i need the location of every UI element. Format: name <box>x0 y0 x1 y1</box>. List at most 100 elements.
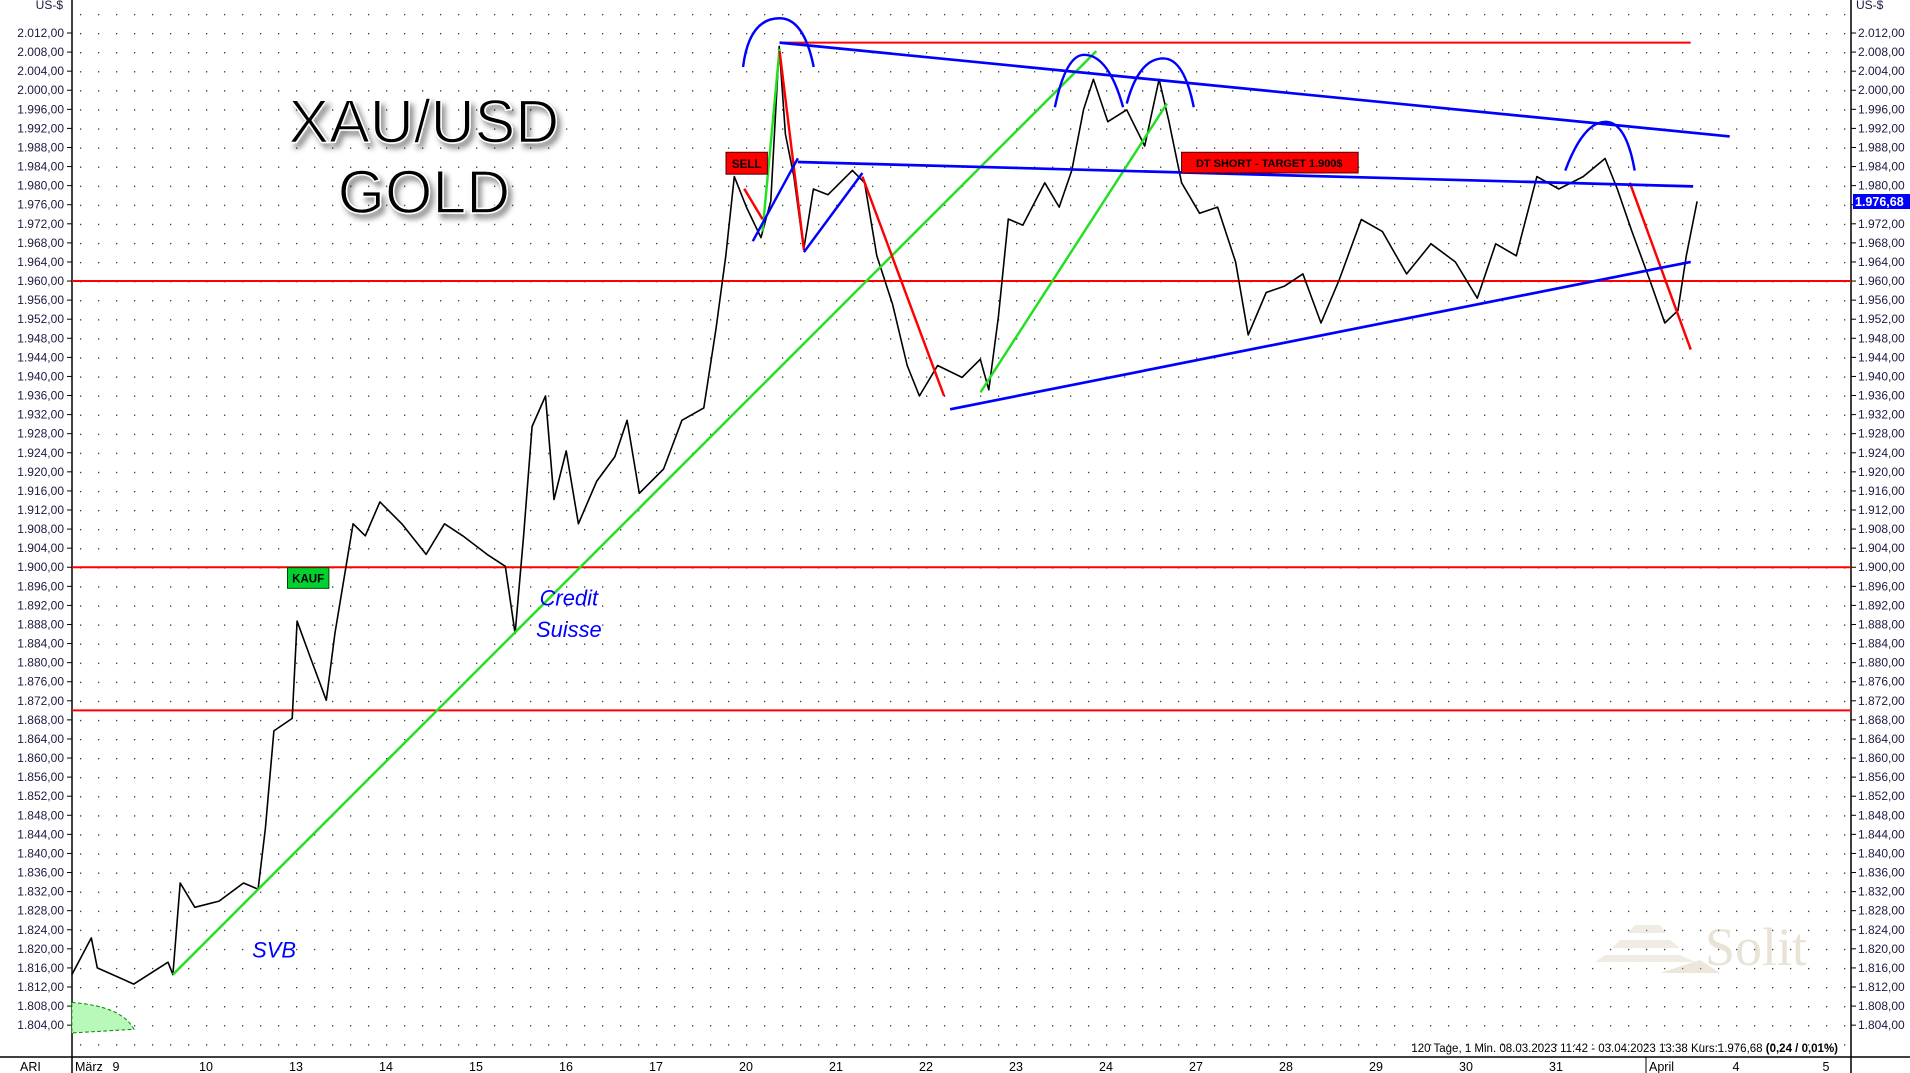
y-tick-label-left: 1.916,00 <box>17 484 64 498</box>
x-tick-label: 15 <box>469 1060 483 1073</box>
y-tick-label-right: 1.916,00 <box>1858 484 1905 498</box>
blue-top-arc-3 <box>1125 57 1195 108</box>
green-trendline-2 <box>979 102 1168 393</box>
chart-info-text: 120 Tage, 1 Min. 08.03.2023 11:42 - 03.0… <box>1411 1043 1838 1055</box>
y-tick-label-right: 1.808,00 <box>1858 999 1905 1013</box>
y-tick-label-right: 1.924,00 <box>1858 446 1905 460</box>
x-tick-label: 4 <box>1733 1060 1740 1073</box>
y-tick-label-right: 1.928,00 <box>1858 427 1905 441</box>
y-tick-label-right: 1.816,00 <box>1858 961 1905 975</box>
chart-title: XAU/USD <box>289 88 560 156</box>
y-tick-label-left: 1.828,00 <box>17 904 64 918</box>
current-price-box <box>1853 194 1910 209</box>
y-tick-label-right: 2.004,00 <box>1858 64 1905 78</box>
y-tick-label-right: 1.940,00 <box>1858 369 1905 383</box>
x-tick-label: 20 <box>739 1060 753 1073</box>
y-tick-label-left: 1.852,00 <box>17 789 64 803</box>
y-tick-label-right: 1.836,00 <box>1858 866 1905 880</box>
y-tick-label-right: 1.848,00 <box>1858 808 1905 822</box>
y-tick-label-right: 1.832,00 <box>1858 885 1905 899</box>
y-tick-label-left: 1.860,00 <box>17 751 64 765</box>
blue-resistance-line <box>779 41 1730 138</box>
y-tick-label-right: 1.860,00 <box>1858 751 1905 765</box>
y-tick-label-right: 1.820,00 <box>1858 942 1905 956</box>
y-tick-label-right: 1.880,00 <box>1858 656 1905 670</box>
y-tick-label-right: 1.908,00 <box>1858 522 1905 536</box>
y-tick-label-right: 1.968,00 <box>1858 236 1905 250</box>
y-tick-label-left: 1.928,00 <box>17 427 64 441</box>
y-tick-label-left: 2.004,00 <box>17 64 64 78</box>
red-down-3 <box>861 176 946 397</box>
y-tick-label-left: 1.884,00 <box>17 637 64 651</box>
blue-top-arc-2 <box>1053 53 1125 108</box>
blue-support-line <box>949 260 1691 411</box>
y-tick-label-right: 1.920,00 <box>1858 465 1905 479</box>
y-tick-label-left: 1.992,00 <box>17 121 64 135</box>
chart-subtitle: GOLD <box>338 158 511 226</box>
y-tick-label-right: 1.988,00 <box>1858 140 1905 154</box>
y-tick-label-left: 1.820,00 <box>17 942 64 956</box>
x-tick-label: 10 <box>199 1060 213 1073</box>
blue-up-2 <box>802 172 864 253</box>
y-tick-label-left: 1.948,00 <box>17 331 64 345</box>
dt-short-label-box <box>1181 151 1359 174</box>
y-tick-label-right: 1.872,00 <box>1858 694 1905 708</box>
x-tick-label: 16 <box>559 1060 573 1073</box>
y-tick-label-right: 1.892,00 <box>1858 598 1905 612</box>
y-tick-label-right: 1.960,00 <box>1858 274 1905 288</box>
y-tick-label-left: 1.804,00 <box>17 1018 64 1032</box>
y-tick-label-right: 2.000,00 <box>1858 83 1905 97</box>
green-zone-shape <box>71 1001 135 1034</box>
x-tick-label: 9 <box>113 1060 120 1073</box>
x-tick-label: März <box>75 1060 103 1073</box>
kauf-label: KAUF <box>292 573 324 585</box>
y-tick-label-left: 1.816,00 <box>17 961 64 975</box>
plot-grid <box>72 4 1851 1057</box>
red-down-2 <box>778 51 806 250</box>
y-tick-label-left: 1.844,00 <box>17 827 64 841</box>
y-tick-label-left: 1.952,00 <box>17 312 64 326</box>
y-tick-label-right: 1.952,00 <box>1858 312 1905 326</box>
y-tick-label-right: 1.900,00 <box>1858 560 1905 574</box>
y-tick-label-left: 1.988,00 <box>17 140 64 154</box>
x-tick-label: 24 <box>1099 1060 1113 1073</box>
x-tick-label: 31 <box>1549 1060 1563 1073</box>
price-line <box>71 45 1698 985</box>
y-tick-label-left: 1.872,00 <box>17 694 64 708</box>
kauf-label-box <box>286 567 330 589</box>
blue-top-arc-1 <box>741 17 815 68</box>
x-tick-label: April <box>1649 1060 1674 1073</box>
y-tick-label-right: 1.884,00 <box>1858 637 1905 651</box>
y-tick-label-right: 1.824,00 <box>1858 923 1905 937</box>
blue-neckline <box>797 160 1694 188</box>
y-tick-label-right: 1.896,00 <box>1858 579 1905 593</box>
x-tick-label: 21 <box>829 1060 843 1073</box>
y-tick-label-left: 1.892,00 <box>17 598 64 612</box>
x-tick-label: 17 <box>649 1060 663 1073</box>
y-tick-label-left: 1.924,00 <box>17 446 64 460</box>
y-tick-label-left: 1.856,00 <box>17 770 64 784</box>
y-tick-label-left: 1.908,00 <box>17 522 64 536</box>
y-tick-label-left: 1.880,00 <box>17 656 64 670</box>
green-spike-line <box>761 48 781 232</box>
svg-text:Solit: Solit <box>1705 917 1807 977</box>
y-tick-label-right: 1.980,00 <box>1858 179 1905 193</box>
y-tick-label-left: 1.864,00 <box>17 732 64 746</box>
y-tick-label-right: 1.868,00 <box>1858 713 1905 727</box>
x-tick-label: 27 <box>1189 1060 1203 1073</box>
y-tick-label-right: 1.888,00 <box>1858 617 1905 631</box>
y-tick-label-left: 1.824,00 <box>17 923 64 937</box>
y-tick-label-right: 1.852,00 <box>1858 789 1905 803</box>
y-tick-label-left: 1.920,00 <box>17 465 64 479</box>
y-tick-label-left: 1.832,00 <box>17 885 64 899</box>
y-tick-label-left: 2.012,00 <box>17 26 64 40</box>
y-tick-label-left: 2.008,00 <box>17 45 64 59</box>
credit-suisse-label-line2: Suisse <box>536 617 602 642</box>
green-trendline-main <box>172 50 1098 976</box>
y-tick-label-left: 1.972,00 <box>17 217 64 231</box>
y-tick-label-right: 1.840,00 <box>1858 846 1905 860</box>
x-tick-label: 22 <box>919 1060 933 1073</box>
y-tick-label-right: 1.912,00 <box>1858 503 1905 517</box>
y-tick-label-left: 1.932,00 <box>17 408 64 422</box>
